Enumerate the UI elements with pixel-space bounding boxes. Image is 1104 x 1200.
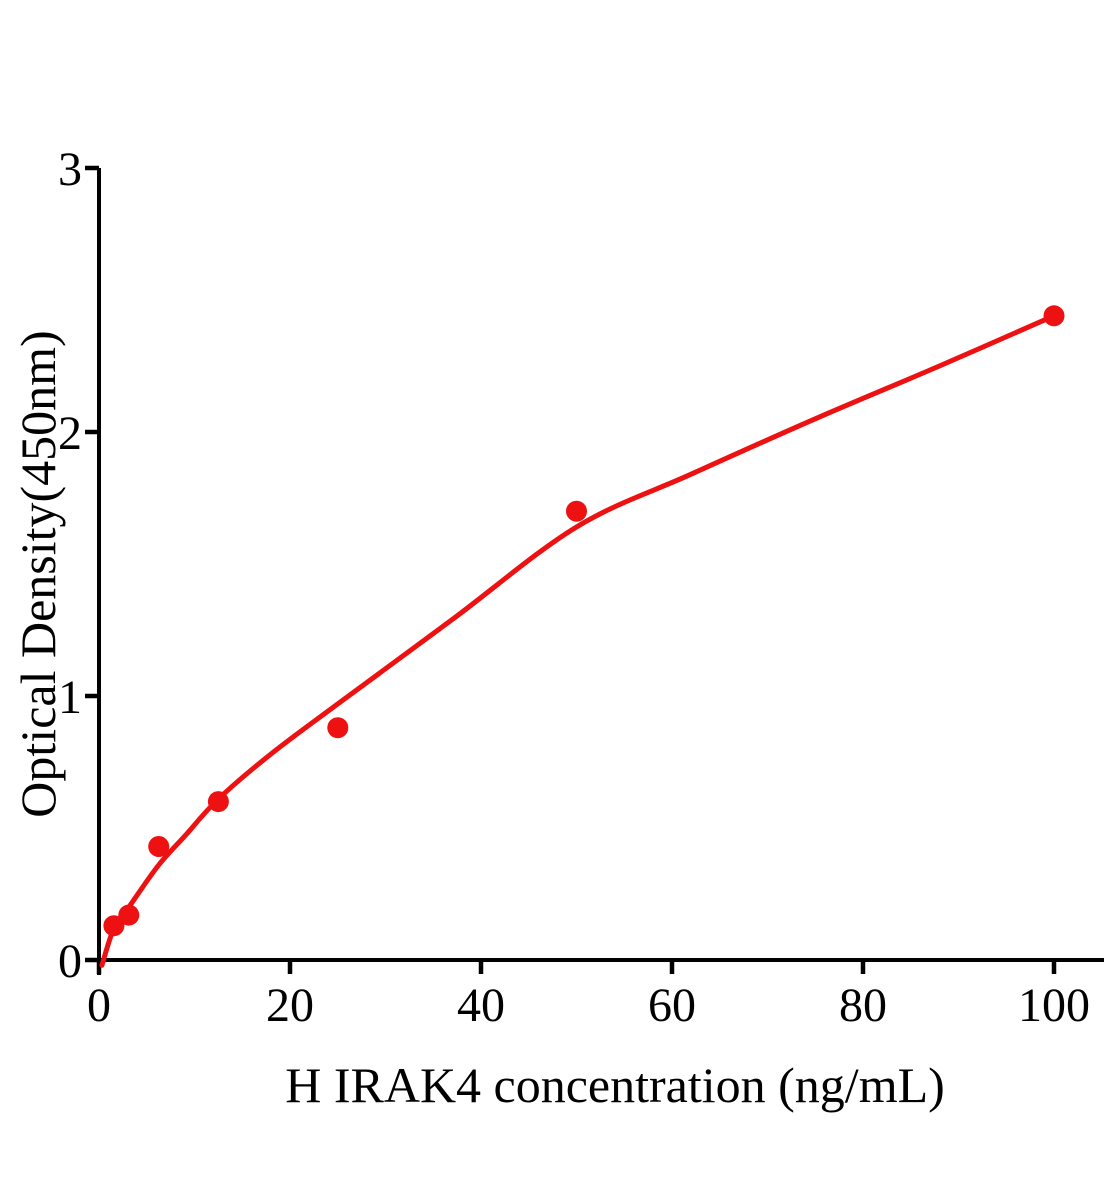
data-point	[207, 791, 229, 813]
y-tick-label: 1	[58, 671, 82, 724]
y-tick-label: 0	[58, 935, 82, 988]
x-axis-title: H IRAK4 concentration (ng/mL)	[285, 1057, 945, 1113]
data-point	[1043, 305, 1065, 327]
data-point	[566, 500, 587, 522]
x-tick-label: 0	[87, 979, 111, 1032]
x-tick-label: 80	[839, 979, 887, 1032]
y-axis-title: Optical Density(450nm)	[10, 330, 66, 818]
data-point	[148, 836, 170, 857]
x-tick-label: 100	[1018, 979, 1090, 1032]
x-tick-label: 40	[457, 979, 505, 1032]
data-point	[103, 915, 125, 937]
data-point	[327, 717, 349, 739]
y-tick-label: 2	[58, 407, 82, 460]
x-tick-label: 20	[266, 979, 314, 1032]
fitted-curve	[99, 313, 1057, 968]
y-tick-label: 3	[58, 143, 82, 196]
data-point	[118, 904, 140, 926]
x-tick-label: 60	[648, 979, 696, 1032]
